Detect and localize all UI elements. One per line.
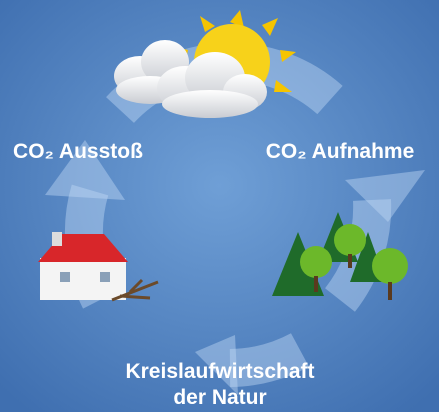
page: {"labels": {"emission": "CO₂ Ausstoß", "…	[0, 0, 439, 412]
caption-line: der Natur	[173, 386, 266, 409]
emission-label: CO₂ Ausstoß	[13, 140, 143, 163]
caption-line: Kreislaufwirtschaft	[125, 360, 314, 383]
diagram: CO₂ Ausstoß CO₂ Aufnahme Kreislaufwirtsc…	[0, 0, 439, 412]
absorption-label: CO₂ Aufnahme	[266, 140, 415, 163]
